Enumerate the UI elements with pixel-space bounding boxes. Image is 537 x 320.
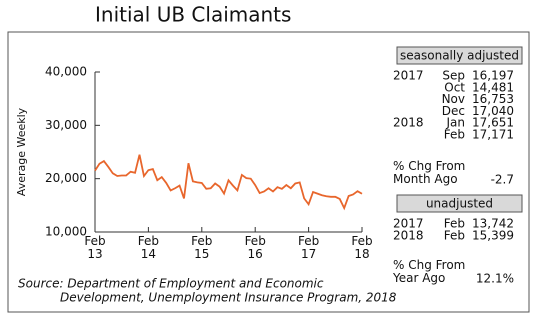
x-tick-label: Feb 18 <box>351 234 373 261</box>
panel-header-box <box>396 46 523 65</box>
change-label: % Chg From Year Ago <box>393 258 466 285</box>
row-year: 2017 <box>393 69 424 83</box>
row-month: Feb <box>444 128 465 142</box>
x-tick-label: Feb 13 <box>84 234 106 261</box>
panel-header: unadjusted <box>426 197 493 211</box>
frame <box>7 31 530 313</box>
row-year: 2017 <box>393 217 424 231</box>
row-value: 16,197 <box>472 69 514 83</box>
row-year: 2018 <box>393 116 424 130</box>
y-tick-label: 10,000 <box>45 225 87 239</box>
row-month: Jan <box>446 116 466 130</box>
row-value: 17,171 <box>472 128 514 142</box>
row-month: Dec <box>442 104 465 118</box>
change-value: -2.7 <box>491 173 514 187</box>
row-month: Feb <box>444 217 465 231</box>
source: Development, Unemployment Insurance Prog… <box>60 291 397 305</box>
row-value: 17,651 <box>472 116 514 130</box>
change-value: 12.1% <box>476 272 514 286</box>
row-value: 17,040 <box>472 104 514 118</box>
row-month: Oct <box>444 80 465 94</box>
row-value: 14,481 <box>472 80 514 94</box>
row-value: 15,399 <box>472 228 514 242</box>
line <box>94 154 363 211</box>
x-tick-label: Feb 15 <box>191 234 213 261</box>
x-tick-label: Feb 17 <box>297 234 320 261</box>
change-label: % Chg From Month Ago <box>393 159 466 186</box>
row-value: 13,742 <box>472 217 514 231</box>
y-tick-label: 20,000 <box>45 171 87 185</box>
chart-title: Initial UB Claimants <box>95 3 291 27</box>
row-month: Feb <box>444 228 465 242</box>
panel-header: seasonally adjusted <box>400 49 519 63</box>
x-tick-label: Feb 16 <box>244 234 266 261</box>
row-month: Nov <box>442 92 465 106</box>
row-value: 16,753 <box>472 92 514 106</box>
panel-header-box <box>396 194 523 213</box>
row-year: 2018 <box>393 228 424 242</box>
y-tick-label: 40,000 <box>45 65 87 79</box>
x-tick-label: Feb 14 <box>137 234 160 261</box>
source: Source: Department of Employment and Eco… <box>18 277 324 291</box>
row-month: Sep <box>442 69 465 83</box>
y-axis-label: Average Weekly <box>15 107 28 196</box>
y-tick-label: 30,000 <box>45 118 87 132</box>
